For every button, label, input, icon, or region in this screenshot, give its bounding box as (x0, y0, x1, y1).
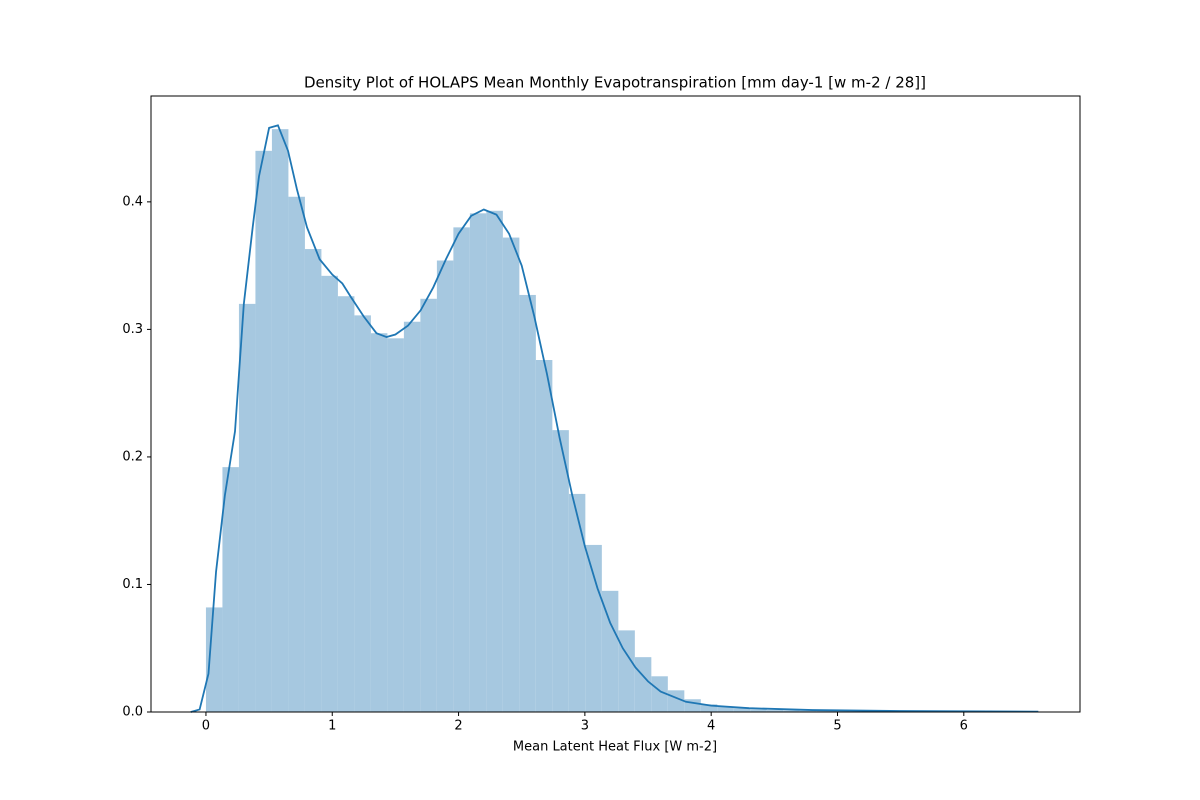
bar (288, 196, 305, 713)
y-tick-label: 0.4 (122, 194, 143, 209)
bar (667, 690, 685, 712)
x-tick-label: 1 (328, 719, 336, 734)
bar (486, 210, 503, 713)
bar (403, 321, 421, 712)
bar (816, 710, 833, 712)
bar (552, 430, 569, 712)
x-tick-label: 3 (581, 719, 589, 734)
bar (354, 315, 371, 712)
bar (337, 296, 355, 712)
y-tick-label: 0.0 (122, 705, 143, 720)
bar (733, 708, 751, 712)
bar (568, 493, 586, 712)
bar (255, 150, 272, 712)
x-tick-label: 4 (707, 719, 715, 734)
bar (519, 294, 536, 712)
bar (436, 260, 454, 712)
bar (717, 706, 734, 712)
x-axis-label: Mean Latent Heat Flux [W m-2] (513, 740, 717, 755)
bar (783, 710, 800, 712)
y-tick-label: 0.3 (122, 322, 143, 337)
bar (700, 704, 718, 712)
bar (370, 333, 388, 712)
bar (585, 544, 602, 712)
bar (601, 590, 619, 712)
bar (321, 275, 338, 712)
bar (502, 237, 520, 712)
bar (766, 710, 784, 712)
y-tick-label: 0.1 (122, 577, 143, 592)
chart-title: Density Plot of HOLAPS Mean Monthly Evap… (304, 74, 926, 92)
y-tick-label: 0.2 (122, 449, 143, 464)
plot-frame (150, 95, 1081, 713)
bar (222, 467, 239, 712)
bar (469, 213, 487, 713)
x-tick-label: 5 (833, 719, 841, 734)
x-tick-label: 6 (960, 719, 968, 734)
bar (420, 298, 437, 712)
bar (453, 227, 470, 713)
bar (634, 657, 652, 712)
bar (535, 360, 553, 712)
bar (651, 676, 668, 712)
bar (618, 630, 635, 712)
bar (799, 710, 817, 712)
bar (304, 249, 322, 713)
bar (750, 709, 767, 712)
kde-line (190, 124, 1039, 713)
x-tick-label: 0 (202, 719, 210, 734)
x-tick-label: 2 (454, 719, 462, 734)
bar (832, 710, 850, 712)
bar (387, 338, 404, 712)
bar (271, 129, 289, 712)
bar (238, 303, 256, 712)
bar (205, 607, 223, 712)
